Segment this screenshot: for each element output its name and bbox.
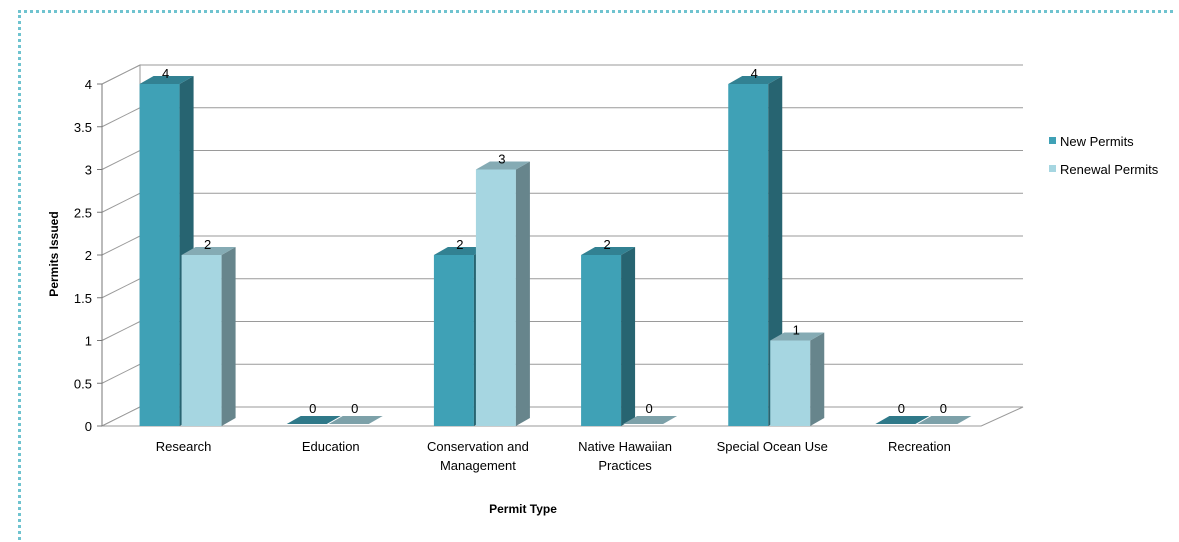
bar-front bbox=[728, 84, 769, 426]
bar-front bbox=[581, 255, 622, 426]
bar-flat bbox=[328, 416, 383, 424]
data-labels: 4 2 0 0 2 3 2 0 4 1 0 0 bbox=[162, 66, 947, 416]
data-label: 4 bbox=[751, 66, 758, 81]
legend-swatch bbox=[1049, 137, 1056, 144]
gridline-side bbox=[101, 321, 141, 341]
y-axis-title: Permits Issued bbox=[47, 211, 61, 296]
x-category-label: Education bbox=[302, 439, 360, 454]
bar-new-permits bbox=[875, 416, 930, 424]
x-category-line: Management bbox=[440, 458, 516, 473]
data-label: 4 bbox=[162, 66, 169, 81]
bars bbox=[139, 76, 972, 426]
data-label: 3 bbox=[498, 152, 505, 167]
bar-side bbox=[621, 247, 636, 426]
legend-swatch bbox=[1049, 165, 1056, 172]
bar-front bbox=[433, 255, 474, 426]
bar-top bbox=[728, 76, 783, 84]
bar-flat bbox=[623, 416, 678, 424]
x-category-label: Conservation and Management bbox=[427, 439, 529, 473]
gridline-side bbox=[101, 107, 141, 128]
y-tick-label: 2.5 bbox=[74, 205, 92, 220]
x-axis-title: Permit Type bbox=[489, 502, 557, 516]
bar-flat bbox=[286, 416, 341, 424]
x-category-label: Special Ocean Use bbox=[717, 439, 828, 454]
bar-side bbox=[221, 247, 236, 426]
bar-side bbox=[515, 161, 530, 426]
y-tick-label: 3 bbox=[85, 163, 92, 178]
x-category-line: Special Ocean Use bbox=[717, 439, 828, 454]
bar-renewal-permits bbox=[917, 416, 972, 424]
y-tick-label: 1 bbox=[85, 334, 92, 349]
data-label: 2 bbox=[456, 237, 463, 252]
x-category-label: Native Hawaiian Practices bbox=[578, 439, 672, 473]
gridline-side bbox=[101, 278, 141, 299]
x-category-line: Research bbox=[156, 439, 212, 454]
x-category-label: Recreation bbox=[888, 439, 951, 454]
dotted-frame-top bbox=[18, 10, 1173, 13]
legend-label: New Permits bbox=[1060, 134, 1134, 149]
x-category-line: Conservation and bbox=[427, 439, 529, 454]
x-category-label: Research bbox=[156, 439, 212, 454]
bar-renewal-permits bbox=[328, 416, 383, 424]
bar-flat bbox=[917, 416, 972, 424]
legend-label: Renewal Permits bbox=[1060, 162, 1159, 177]
y-tick-label: 0 bbox=[85, 419, 92, 434]
x-axis-categories: Research Education Conservation and Managem… bbox=[156, 439, 951, 473]
y-tick-label: 4 bbox=[85, 77, 92, 92]
gridline-side bbox=[101, 235, 141, 256]
legend-item: New Permits bbox=[1049, 134, 1134, 149]
data-label: 0 bbox=[898, 401, 905, 416]
bar-renewal-permits bbox=[181, 247, 236, 426]
x-category-line: Native Hawaiian bbox=[578, 439, 672, 454]
bar-new-permits bbox=[286, 416, 341, 424]
gridline-side bbox=[101, 192, 141, 213]
y-tick-label: 3.5 bbox=[74, 120, 92, 135]
data-label: 2 bbox=[603, 237, 610, 252]
gridline-side bbox=[101, 64, 141, 85]
x-category-line: Practices bbox=[598, 458, 652, 473]
data-label: 1 bbox=[793, 323, 800, 338]
legend-item: Renewal Permits bbox=[1049, 162, 1159, 177]
bar-top bbox=[181, 247, 236, 255]
x-category-line: Education bbox=[302, 439, 360, 454]
dotted-frame-left bbox=[18, 10, 21, 540]
bar-renewal-permits bbox=[623, 416, 678, 424]
bar-top bbox=[581, 247, 636, 255]
data-label: 0 bbox=[645, 401, 652, 416]
y-tick-label: 2 bbox=[85, 248, 92, 263]
bar-top bbox=[139, 76, 194, 84]
bar-top bbox=[433, 247, 488, 255]
y-tick-label: 0.5 bbox=[74, 376, 92, 391]
bar-top bbox=[475, 161, 530, 170]
x-category-line: Recreation bbox=[888, 439, 951, 454]
bar-new-permits bbox=[581, 247, 636, 426]
gridline-side bbox=[101, 150, 141, 170]
gridline-side bbox=[101, 363, 141, 384]
bar-flat bbox=[875, 416, 930, 424]
legend: New Permits Renewal Permits bbox=[1049, 134, 1159, 177]
bar-renewal-permits bbox=[475, 161, 530, 426]
y-axis-ticks: 0 0.5 1 1.5 2 2.5 3 3.5 4 bbox=[74, 77, 103, 434]
bar-side bbox=[810, 332, 825, 426]
bar-front bbox=[139, 84, 180, 426]
bar-front bbox=[181, 255, 222, 426]
data-label: 2 bbox=[204, 237, 211, 252]
bar-renewal-permits bbox=[770, 332, 825, 426]
data-label: 0 bbox=[309, 401, 316, 416]
bar-top bbox=[770, 332, 825, 341]
plot-back-wall bbox=[101, 64, 1023, 427]
data-label: 0 bbox=[940, 401, 947, 416]
bar-front bbox=[770, 340, 811, 426]
y-tick-label: 1.5 bbox=[74, 291, 92, 306]
data-label: 0 bbox=[351, 401, 358, 416]
bar-front bbox=[475, 169, 516, 426]
gridlines bbox=[101, 64, 1023, 427]
